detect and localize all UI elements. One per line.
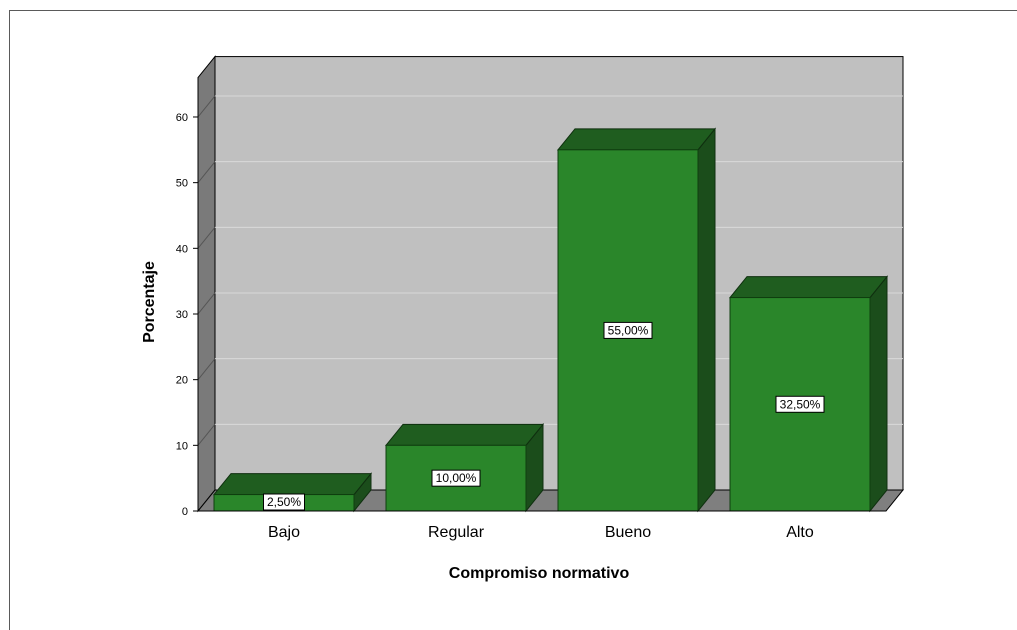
bar-regular: [384, 422, 545, 513]
x-tick-label: Alto: [786, 524, 814, 541]
data-label-box: [263, 493, 305, 511]
y-tick-label: 60: [176, 112, 188, 124]
data-label-text: 32,50%: [780, 397, 821, 411]
data-label-box: [603, 321, 653, 339]
gridline-left-wall: [197, 292, 216, 315]
gridline-left-wall: [197, 95, 216, 118]
data-label-box: [431, 469, 481, 487]
x-tick-label: Bueno: [605, 524, 651, 541]
y-axis-title: Porcentaje: [141, 261, 158, 343]
data-label-text: 2,50%: [267, 495, 301, 509]
y-tick-label: 40: [176, 243, 188, 255]
bar-top: [212, 473, 373, 496]
data-label: 2,50%: [263, 493, 305, 511]
data-label-text: 55,00%: [608, 323, 649, 337]
bar-alto: [728, 275, 889, 513]
chart-frame: [9, 10, 1017, 630]
y-tick-label: 50: [176, 178, 188, 190]
data-label: 55,00%: [603, 321, 653, 339]
bar-bueno: [556, 127, 717, 513]
x-axis-ticks: Bajo Regular Bueno Alto: [268, 524, 814, 541]
data-label-box: [775, 395, 825, 413]
x-axis-title: Compromiso normativo: [449, 565, 630, 582]
bar-side: [697, 127, 716, 513]
gridline-left-wall: [197, 161, 216, 183]
gridline-left-wall: [197, 358, 216, 380]
bar-top: [384, 423, 545, 446]
gridline-left-wall: [197, 424, 216, 446]
x-tick-label: Regular: [428, 524, 485, 541]
data-labels: 2,50% 10,00% 55,00% 32,50%: [263, 321, 825, 511]
y-tick-label: 0: [182, 506, 188, 518]
y-axis-ticks: 0 10 20 30 40 50 60: [176, 77, 886, 518]
bar-top: [556, 128, 717, 151]
data-label-text: 10,00%: [436, 471, 477, 485]
data-label: 32,50%: [775, 395, 825, 413]
data-label: 10,00%: [431, 469, 481, 487]
bar-side: [869, 275, 888, 513]
y-tick-label: 30: [176, 309, 188, 321]
gridline-left-wall: [197, 227, 216, 249]
bar-top: [728, 276, 889, 299]
y-tick-label: 10: [176, 440, 188, 452]
y-tick-label: 20: [176, 375, 188, 387]
x-tick-label: Bajo: [268, 524, 300, 541]
